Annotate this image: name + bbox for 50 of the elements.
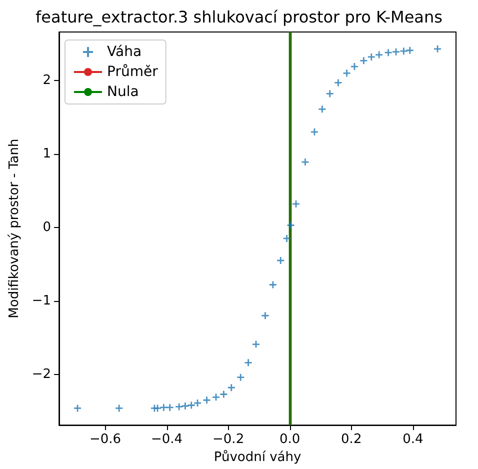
x-tick-label: 0.2 [341, 432, 362, 448]
point [116, 404, 123, 412]
point [194, 400, 202, 407]
point [252, 340, 260, 348]
x-tick-label: −0.2 [212, 432, 244, 448]
point [376, 51, 383, 58]
y-tick-label: 1 [42, 146, 52, 162]
y-tick-label: 0 [42, 220, 52, 235]
point [292, 200, 300, 208]
point [343, 70, 350, 77]
point [392, 48, 400, 56]
point [244, 359, 252, 366]
x-tick-label: −0.6 [89, 432, 122, 448]
point [212, 394, 220, 401]
point [203, 396, 210, 404]
y-axis-title: Modifikovaný prostor - Tanh [7, 138, 22, 318]
point [74, 404, 82, 412]
point [302, 158, 309, 166]
point [287, 222, 294, 229]
point [360, 57, 368, 64]
point [368, 53, 375, 60]
point [318, 106, 326, 113]
point [228, 384, 235, 392]
point [220, 390, 228, 398]
point [277, 257, 284, 264]
x-axis-title: Původní váhy [214, 449, 302, 465]
point [262, 312, 269, 320]
point [237, 374, 244, 381]
point [283, 234, 290, 242]
x-tick-label: 0.4 [402, 432, 424, 448]
point [434, 45, 442, 52]
x-tick-label: −0.4 [150, 432, 183, 448]
point [269, 281, 276, 288]
point [188, 402, 195, 409]
x-tick-label: 0.0 [279, 432, 300, 448]
point [310, 128, 318, 136]
legend-label: Nula [107, 84, 139, 100]
point [400, 48, 408, 55]
point [406, 46, 414, 54]
chart-title: feature_extractor.3 shlukovací prostor pro K-Means [36, 8, 442, 26]
point [166, 404, 174, 411]
point [334, 79, 342, 86]
y-tick-label: −1 [32, 293, 52, 308]
point [176, 403, 183, 410]
y-tick-label: −2 [32, 366, 52, 382]
legend-label: Průměr [107, 64, 158, 80]
point [326, 90, 334, 98]
point [384, 49, 392, 56]
legend-label: Váha [107, 44, 142, 60]
y-tick-label: 2 [42, 72, 52, 88]
